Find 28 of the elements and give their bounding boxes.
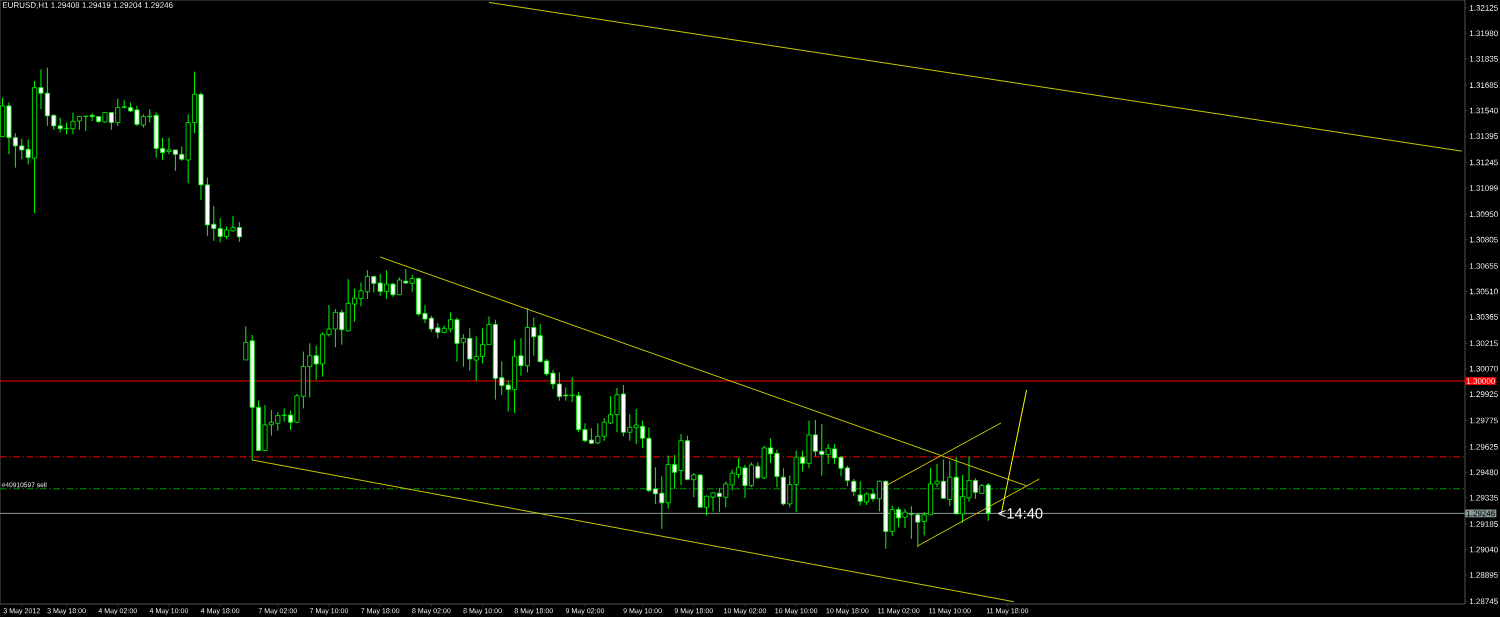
ref-line-label: 1.29246	[1466, 510, 1495, 517]
y-tick-label: 1.31835	[1469, 55, 1498, 62]
y-tick-label: 1.29480	[1469, 469, 1498, 476]
y-tick-label: 1.29040	[1469, 546, 1498, 553]
y-tick-label: 1.31540	[1469, 107, 1498, 114]
y-tick-label: 1.30070	[1469, 365, 1498, 372]
y-tick-label: 1.30510	[1469, 288, 1498, 295]
annotation: <14:40	[998, 508, 1043, 519]
chart-title: EURUSD,H1 1.29408 1.29419 1.29204 1.29246	[2, 2, 173, 9]
y-tick-label: 1.31099	[1469, 185, 1498, 191]
y-tick-label: 1.29925	[1469, 391, 1498, 397]
y-tick-label: 1.31395	[1469, 133, 1498, 139]
y-tick-label: 1.31980	[1469, 30, 1498, 37]
y-tick-label: 1.30655	[1469, 263, 1498, 269]
y-tick-label: 1.30805	[1469, 236, 1498, 243]
y-tick-label: 1.29335	[1469, 494, 1498, 501]
y-tick-label: 1.29185	[1469, 521, 1498, 527]
y-tick-label: 1.28895	[1469, 572, 1498, 578]
y-tick-label: 1.29625	[1469, 444, 1498, 450]
y-tick-label: 1.30950	[1469, 211, 1498, 218]
y-tick-label: 1.28745	[1469, 598, 1498, 605]
y-tick-label: 1.29775	[1469, 417, 1498, 424]
y-tick-label: 1.30215	[1469, 340, 1498, 347]
y-tick-label: 1.30365	[1469, 314, 1498, 320]
y-tick-label: 1.32125	[1469, 5, 1498, 11]
y-tick-label: 1.31685	[1469, 82, 1498, 88]
ref-line-label: 1.30000	[1466, 378, 1495, 384]
y-tick-label: 1.31245	[1469, 159, 1498, 166]
